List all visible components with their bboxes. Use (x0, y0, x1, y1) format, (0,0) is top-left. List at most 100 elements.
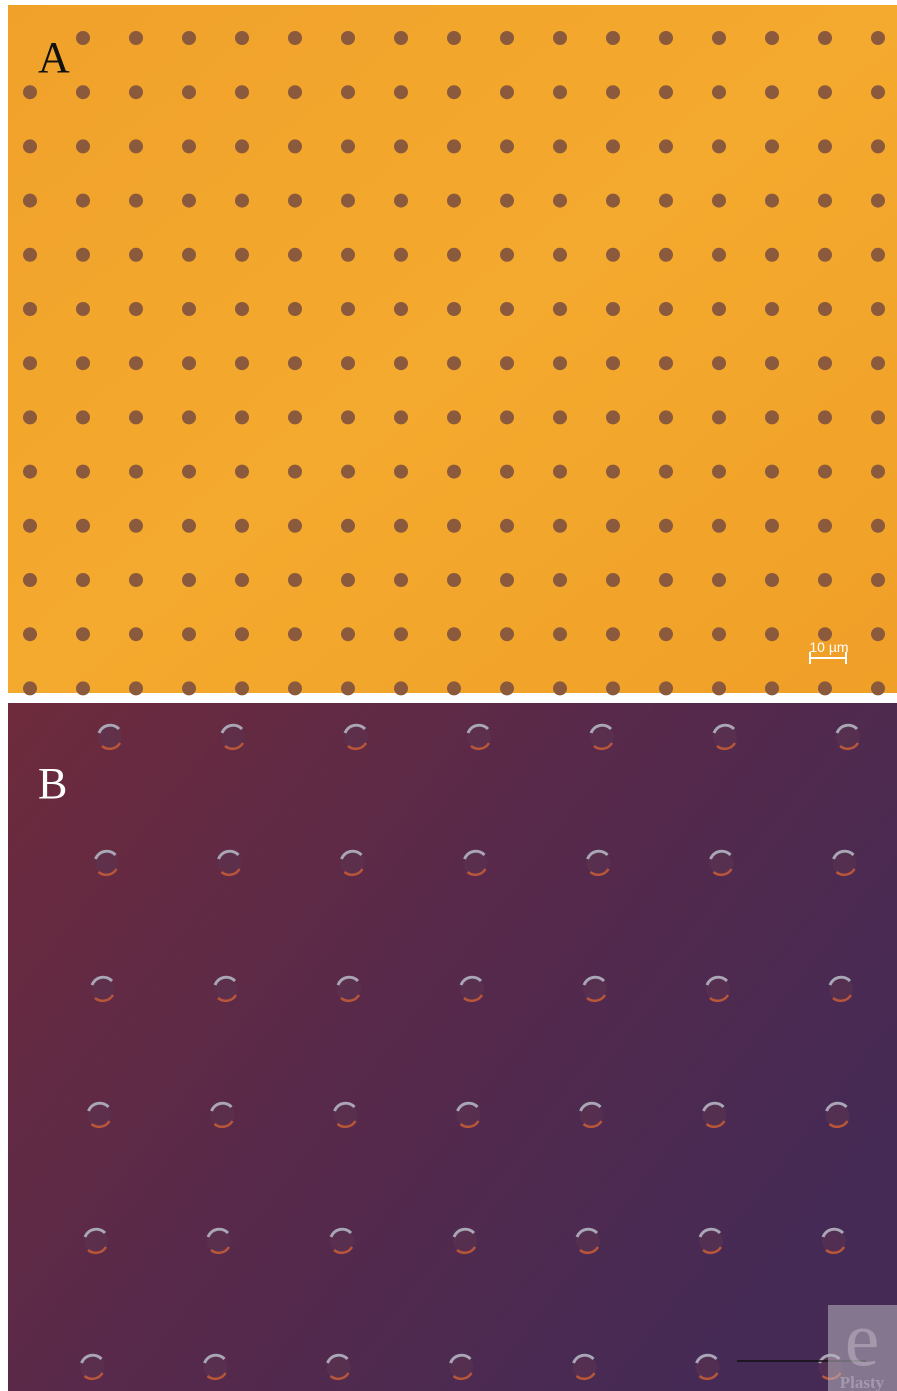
dot (76, 194, 90, 208)
dot (394, 410, 408, 424)
dot (606, 627, 620, 641)
dot (712, 302, 726, 316)
dot (606, 302, 620, 316)
dot (76, 410, 90, 424)
dot (606, 31, 620, 45)
dot (818, 248, 832, 262)
dot (235, 85, 249, 99)
dot (182, 573, 196, 587)
dot (394, 681, 408, 695)
dot (659, 681, 673, 695)
watermark-mark: e (845, 1295, 880, 1382)
dot (182, 302, 196, 316)
dot (553, 85, 567, 99)
dot (500, 465, 514, 479)
dot (23, 465, 37, 479)
dot (765, 465, 779, 479)
ring-dot (204, 1355, 228, 1379)
dot (606, 465, 620, 479)
dot (23, 573, 37, 587)
dot (76, 302, 90, 316)
dot (394, 194, 408, 208)
dot (765, 681, 779, 695)
dot (765, 302, 779, 316)
dot (76, 356, 90, 370)
dot (182, 194, 196, 208)
dot (553, 465, 567, 479)
dot (553, 519, 567, 533)
dot (500, 627, 514, 641)
dot (659, 573, 673, 587)
dot (76, 627, 90, 641)
dot (712, 194, 726, 208)
dot (553, 31, 567, 45)
dot (341, 194, 355, 208)
dot (235, 139, 249, 153)
dot (235, 627, 249, 641)
dot (182, 627, 196, 641)
dot (606, 519, 620, 533)
ring-dot (587, 851, 611, 875)
ring-dot (84, 1229, 108, 1253)
dot (129, 139, 143, 153)
dot (447, 31, 461, 45)
dot (712, 139, 726, 153)
dot (394, 248, 408, 262)
dot (712, 31, 726, 45)
dot (765, 356, 779, 370)
dot (818, 194, 832, 208)
dot (129, 356, 143, 370)
ring-dot (460, 977, 484, 1001)
dot (76, 519, 90, 533)
ring-dot (457, 1103, 481, 1127)
dot (712, 410, 726, 424)
dot (394, 302, 408, 316)
dot (765, 194, 779, 208)
dot (447, 248, 461, 262)
dot (23, 356, 37, 370)
dot (818, 681, 832, 695)
dot (76, 573, 90, 587)
dot (182, 519, 196, 533)
ring-dot (98, 725, 122, 749)
dot (659, 248, 673, 262)
dot (871, 194, 885, 208)
dot (288, 410, 302, 424)
ring-dot (214, 977, 238, 1001)
dot (235, 410, 249, 424)
ring-dot (706, 977, 730, 1001)
dot (659, 139, 673, 153)
figure: A 10 µm B e Plasty (0, 0, 897, 1391)
dot (765, 248, 779, 262)
dot (500, 248, 514, 262)
ring-dot (337, 977, 361, 1001)
dot (288, 194, 302, 208)
dot (553, 139, 567, 153)
dot (659, 519, 673, 533)
dot (500, 573, 514, 587)
dot (765, 31, 779, 45)
dot (23, 194, 37, 208)
dot (871, 573, 885, 587)
dot (712, 248, 726, 262)
dot (235, 681, 249, 695)
ring-dot (211, 1103, 235, 1127)
dot (553, 302, 567, 316)
watermark-name: Plasty (840, 1373, 885, 1391)
dot (606, 194, 620, 208)
dot (394, 85, 408, 99)
dot (182, 410, 196, 424)
page: {"panels": [ {"label": "A", "scale_bar":… (0, 0, 897, 1391)
dot (765, 573, 779, 587)
dot (288, 139, 302, 153)
dot (606, 139, 620, 153)
dot (818, 356, 832, 370)
dot (500, 356, 514, 370)
dot (182, 248, 196, 262)
dot (553, 410, 567, 424)
ring-dot (88, 1103, 112, 1127)
dot (712, 356, 726, 370)
dot (606, 248, 620, 262)
dot (76, 139, 90, 153)
dot (712, 573, 726, 587)
